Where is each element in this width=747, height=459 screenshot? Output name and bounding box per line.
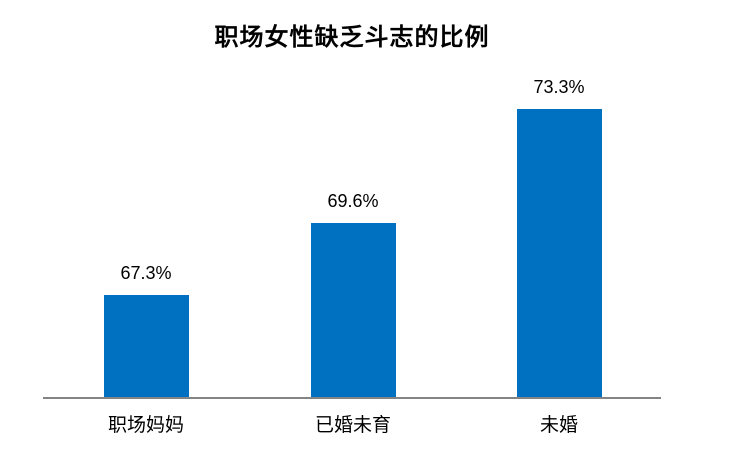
bar (103, 295, 189, 397)
x-axis-line (43, 397, 661, 399)
bar-value-label: 69.6% (327, 191, 379, 211)
chart-title: 职场女性缺乏斗志的比例 (214, 24, 490, 51)
bar-value-label: 73.3% (533, 77, 585, 97)
bar (310, 223, 396, 397)
bar-value-label: 67.3% (120, 263, 172, 283)
bar (516, 109, 602, 397)
x-axis-category-label: 职场妈妈 (107, 415, 184, 436)
bar-group-yihun-weiyu: 69.6% (293, 190, 413, 397)
bar-group-weihun: 73.3% (499, 76, 619, 397)
x-axis-category-label: 已婚未育 (314, 415, 391, 436)
bar-group-zhichang-mama: 67.3% (86, 262, 206, 397)
x-axis-category-label: 未婚 (539, 415, 578, 436)
